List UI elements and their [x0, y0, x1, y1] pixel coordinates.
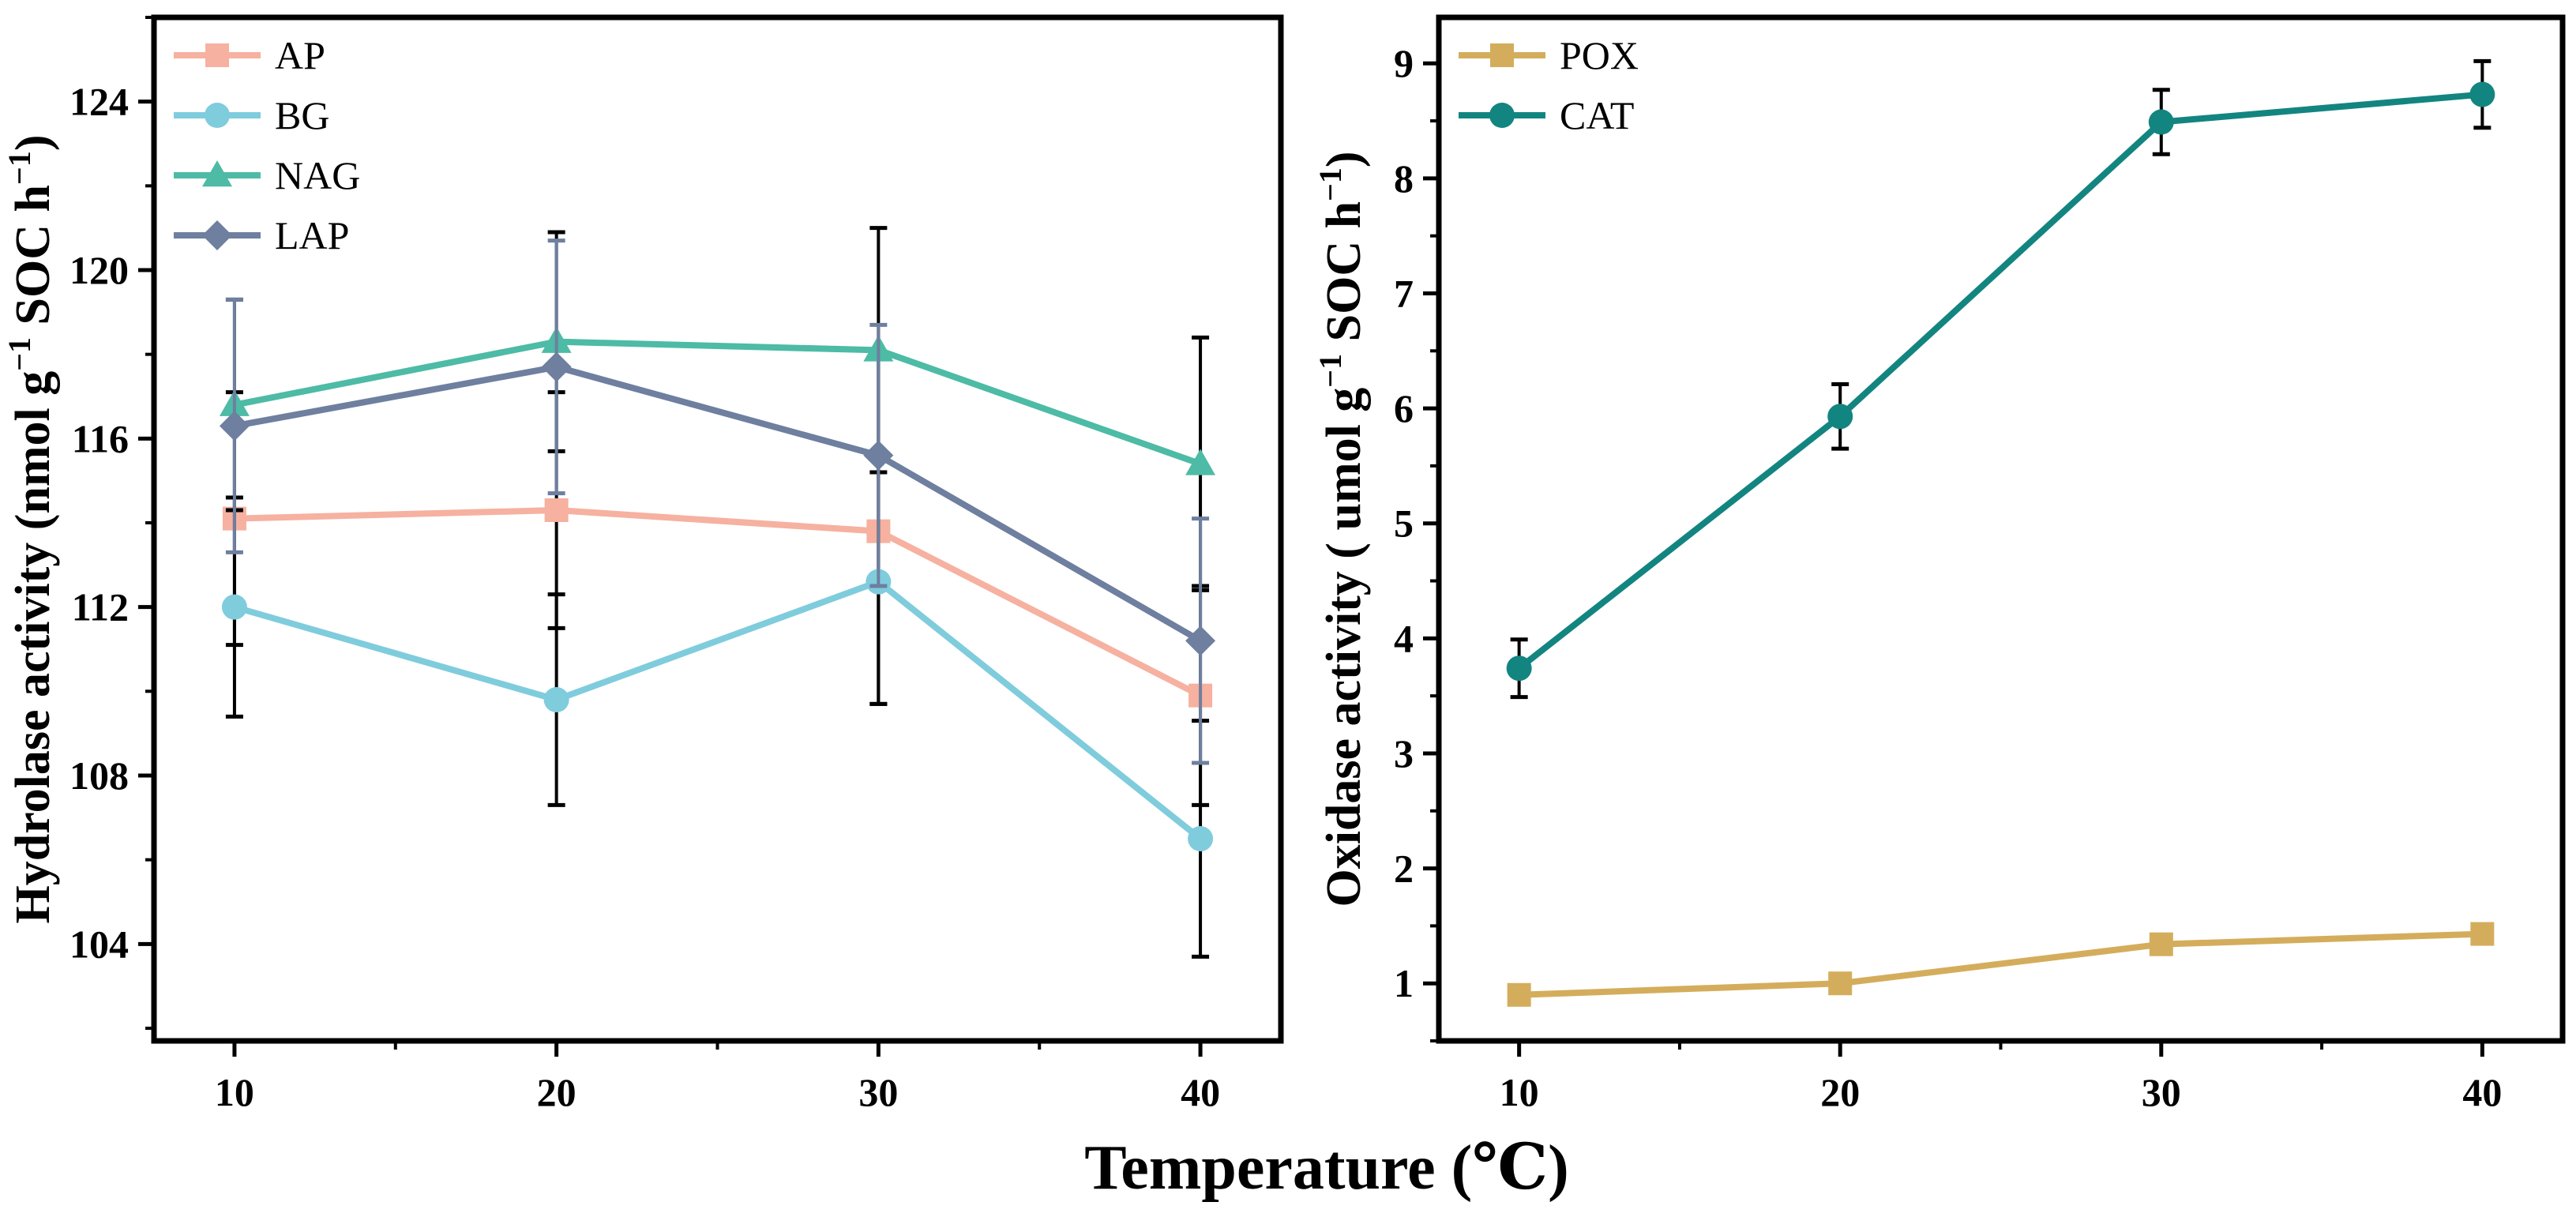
y-tick-label: 120 [69, 248, 129, 292]
legend-label: NAG [275, 153, 360, 197]
x-tick-label: 30 [858, 1070, 898, 1114]
data-point [221, 594, 247, 620]
data-point [2469, 81, 2495, 107]
y-axis-label-superscript: −1 [2, 151, 37, 185]
legend-label: CAT [1560, 93, 1634, 137]
y-axis-label: Hydrolase activity (nmol g−1 SOC h−1) [2, 135, 60, 924]
y-axis-label-part: SOC h [6, 185, 60, 337]
legend-swatch-marker [202, 220, 232, 250]
data-point [543, 687, 569, 712]
legend: POX CAT [1459, 33, 1639, 137]
y-tick-label: 124 [69, 80, 129, 124]
series-pox [1507, 922, 2495, 1007]
y-tick-label: 5 [1394, 501, 1414, 546]
x-tick-label: 30 [2142, 1070, 2181, 1114]
y-tick-label: 2 [1394, 847, 1414, 891]
data-point [219, 411, 250, 441]
x-tick-label: 10 [1500, 1070, 1539, 1114]
legend-label: LAP [275, 213, 349, 257]
y-tick-label: 112 [72, 585, 129, 629]
series-line [234, 507, 1202, 699]
legend-swatch-marker [1490, 43, 1514, 67]
series-line [234, 338, 1202, 468]
y-tick-label: 3 [1394, 731, 1414, 776]
oxidase-chart-panel: 10 20 30 40 1 2 3 4 5 6 7 8 9 Oxidase activity ( umol… [1312, 14, 2566, 1114]
data-point [1506, 655, 1532, 682]
y-axis-label-part: Hydrolase activity (nmol g [6, 371, 60, 924]
y-axis-label-part: SOC h [1317, 201, 1371, 354]
y-tick-label: 9 [1394, 41, 1414, 85]
data-point [2148, 109, 2174, 135]
y-tick-label: 104 [69, 922, 129, 966]
series-line [1517, 91, 2483, 671]
series-lap [219, 239, 1216, 765]
data-point [1188, 826, 1214, 851]
legend-label: BG [275, 93, 329, 137]
legend-label: AP [275, 33, 325, 77]
y-tick-label: 8 [1394, 156, 1414, 201]
data-point [2149, 932, 2173, 956]
data-point [541, 351, 572, 382]
y-axis-label-superscript: −1 [2, 337, 37, 371]
data-point [2470, 922, 2495, 946]
series-cat [1506, 58, 2495, 700]
y-axis-label-superscript: −1 [1312, 167, 1348, 201]
series-line [234, 363, 1203, 644]
y-tick-label: 108 [69, 753, 129, 798]
data-point [1828, 971, 1853, 996]
series-line [1519, 930, 2483, 998]
data-point [1507, 982, 1531, 1007]
data-point [544, 498, 569, 522]
y-axis-label: Oxidase activity ( umol g−1 SOC h−1) [1312, 151, 1371, 907]
y-tick-label: 1 [1394, 961, 1414, 1005]
y-axis-label-superscript: −1 [1312, 354, 1348, 388]
y-tick-label: 7 [1394, 271, 1414, 315]
x-tick-label: 40 [2462, 1070, 2502, 1114]
legend: AP BG NAG LAP [174, 33, 360, 257]
x-tick-label: 40 [1181, 1070, 1220, 1114]
y-axis-label-part: ) [1317, 151, 1371, 167]
data-point [1827, 404, 1853, 430]
data-point [1185, 625, 1216, 656]
y-axis-label-part: ) [6, 135, 60, 152]
series-line [233, 578, 1203, 842]
legend-swatch-marker [205, 103, 230, 128]
legend-swatch-marker [202, 160, 232, 187]
legend-swatch-marker [205, 43, 229, 67]
x-tick-label: 20 [1820, 1070, 1860, 1114]
data-point [863, 440, 894, 471]
y-axis-label-part: Oxidase activity ( umol g [1317, 388, 1371, 907]
x-tick-label: 20 [537, 1070, 576, 1114]
data-point [1185, 449, 1216, 475]
shared-x-axis-label: Temperature (℃) [1084, 1133, 1569, 1203]
x-tick-label: 10 [215, 1070, 254, 1114]
y-tick-label: 6 [1394, 386, 1414, 430]
y-tick-label: 116 [72, 416, 129, 460]
y-tick-label: 4 [1394, 616, 1414, 660]
legend-label: POX [1560, 33, 1639, 77]
legend-swatch-marker [1489, 103, 1515, 128]
